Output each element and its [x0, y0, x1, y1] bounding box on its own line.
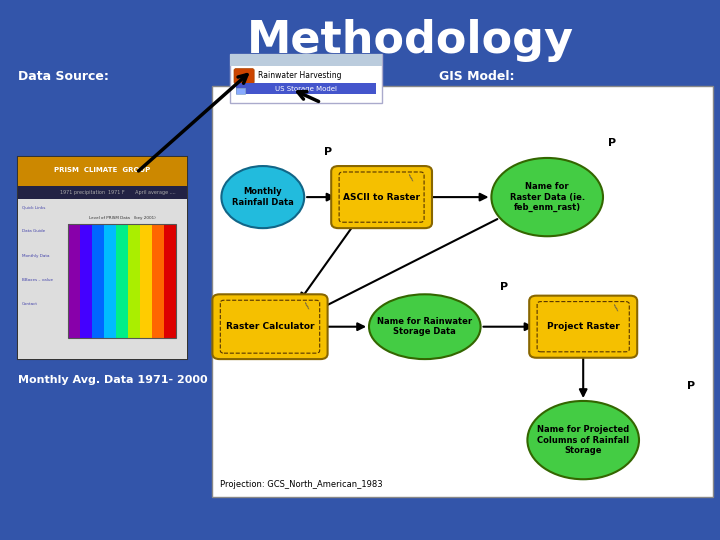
Text: P: P [687, 381, 696, 391]
FancyBboxPatch shape [128, 224, 140, 338]
Ellipse shape [222, 166, 304, 228]
Text: P: P [500, 282, 508, 292]
Text: ASCII to Raster: ASCII to Raster [343, 193, 420, 201]
Text: Level of PRISM Data   (key 2001): Level of PRISM Data (key 2001) [89, 216, 156, 220]
Text: 1971 precipitation  1971 F       April average ....: 1971 precipitation 1971 F April average … [60, 190, 176, 195]
Text: /: / [408, 174, 416, 182]
Text: Quick Links: Quick Links [22, 205, 45, 209]
Text: Name for
Raster Data (ie.
feb_enm_rast): Name for Raster Data (ie. feb_enm_rast) [510, 182, 585, 212]
FancyBboxPatch shape [18, 199, 187, 359]
Text: P: P [608, 138, 616, 148]
Text: Monthly
Rainfall Data: Monthly Rainfall Data [232, 187, 294, 207]
FancyBboxPatch shape [212, 86, 713, 497]
FancyBboxPatch shape [529, 296, 637, 357]
FancyBboxPatch shape [234, 69, 254, 84]
FancyBboxPatch shape [68, 224, 81, 338]
Text: Name for Projected
Columns of Rainfall
Storage: Name for Projected Columns of Rainfall S… [537, 425, 629, 455]
Text: Monthly Data: Monthly Data [22, 254, 49, 258]
FancyBboxPatch shape [212, 294, 328, 359]
Text: Projection: GCS_North_American_1983: Projection: GCS_North_American_1983 [220, 480, 382, 489]
FancyBboxPatch shape [18, 157, 187, 359]
Text: /: / [303, 302, 312, 310]
Text: Monthly Avg. Data 1971- 2000: Monthly Avg. Data 1971- 2000 [18, 375, 207, 386]
Text: Data Guide: Data Guide [22, 230, 45, 233]
Text: GIS Model:: GIS Model: [439, 70, 515, 83]
FancyBboxPatch shape [230, 54, 382, 66]
Text: Project Raster: Project Raster [546, 322, 620, 331]
Text: Raster Calculator: Raster Calculator [226, 322, 314, 331]
FancyBboxPatch shape [92, 224, 104, 338]
Ellipse shape [528, 401, 639, 480]
Ellipse shape [369, 294, 481, 359]
Text: Contact: Contact [22, 302, 37, 306]
Ellipse shape [492, 158, 603, 237]
FancyBboxPatch shape [236, 83, 376, 94]
Text: /: / [613, 303, 621, 312]
Text: Name for Rainwater
Storage Data: Name for Rainwater Storage Data [377, 317, 472, 336]
FancyBboxPatch shape [18, 157, 187, 186]
Text: Rainwater Harvesting: Rainwater Harvesting [258, 71, 341, 80]
FancyBboxPatch shape [117, 224, 128, 338]
FancyBboxPatch shape [18, 186, 187, 199]
FancyBboxPatch shape [153, 224, 164, 338]
FancyBboxPatch shape [236, 88, 245, 94]
Text: Methodology: Methodology [247, 19, 574, 62]
Text: Data Source:: Data Source: [18, 70, 109, 83]
FancyBboxPatch shape [230, 54, 382, 103]
FancyBboxPatch shape [140, 224, 153, 338]
FancyBboxPatch shape [81, 224, 92, 338]
Text: BBoxes – value: BBoxes – value [22, 278, 53, 282]
Text: US Storage Model: US Storage Model [275, 85, 337, 92]
FancyBboxPatch shape [104, 224, 117, 338]
Text: P: P [323, 147, 332, 157]
FancyBboxPatch shape [331, 166, 432, 228]
Text: PRISM  CLIMATE  GROUP: PRISM CLIMATE GROUP [55, 167, 150, 173]
FancyBboxPatch shape [164, 224, 176, 338]
